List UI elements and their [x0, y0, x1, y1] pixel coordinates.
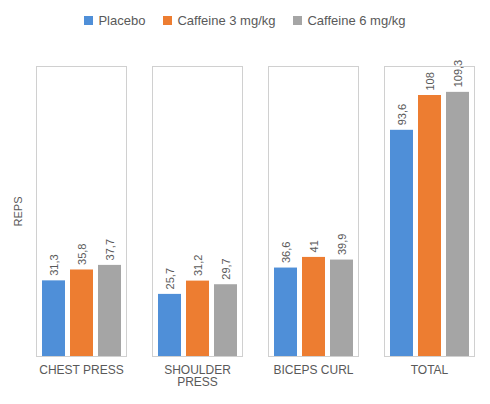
svg-text:36,6: 36,6 — [280, 242, 292, 263]
svg-text:TOTAL: TOTAL — [411, 363, 449, 377]
svg-text:CHEST PRESS: CHEST PRESS — [39, 363, 123, 377]
svg-text:BICEPS CURL: BICEPS CURL — [273, 363, 353, 377]
svg-text:SHOULDERPRESS: SHOULDERPRESS — [164, 363, 231, 389]
svg-text:REPS: REPS — [12, 197, 24, 227]
html-text:Caffeine 3 mg/kg: Caffeine 3 mg/kg — [177, 12, 276, 28]
svg-text:31,2: 31,2 — [192, 255, 204, 276]
svg-text:31,3: 31,3 — [48, 254, 60, 275]
svg-text:25,7: 25,7 — [164, 268, 176, 289]
svg-text:35,8: 35,8 — [76, 244, 88, 265]
svg-text:37,7: 37,7 — [104, 239, 116, 260]
svg-text:108: 108 — [424, 72, 436, 90]
svg-text:109,3: 109,3 — [452, 60, 464, 88]
html-text:Caffeine 6 mg/kg: Caffeine 6 mg/kg — [307, 12, 406, 28]
svg-text:41: 41 — [308, 240, 320, 252]
svg-text:93,6: 93,6 — [396, 104, 408, 125]
html-text:Placebo: Placebo — [98, 12, 146, 28]
svg-text:29,7: 29,7 — [220, 258, 232, 279]
svg-text:39,9: 39,9 — [336, 234, 348, 255]
